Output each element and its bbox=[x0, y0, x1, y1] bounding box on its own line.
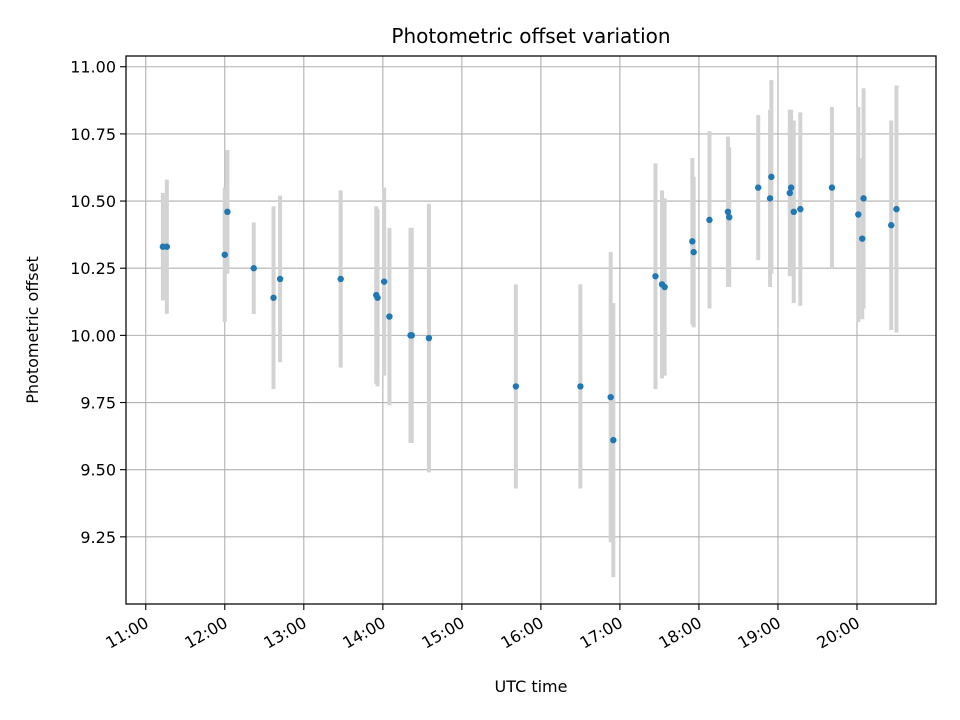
data-point bbox=[790, 208, 797, 216]
data-point bbox=[724, 208, 732, 216]
data-point bbox=[689, 238, 696, 245]
data-point bbox=[276, 275, 284, 283]
data-point bbox=[607, 393, 614, 401]
y-tick-label: 9.25 bbox=[80, 528, 116, 547]
data-point bbox=[163, 243, 171, 250]
data-point bbox=[828, 184, 836, 191]
y-tick-label: 11.00 bbox=[70, 58, 116, 77]
data-point bbox=[787, 184, 795, 191]
data-point bbox=[855, 211, 862, 218]
data-point bbox=[224, 208, 231, 216]
data-point bbox=[786, 189, 794, 197]
x-axis-title: UTC time bbox=[495, 677, 568, 696]
y-tick-label: 9.50 bbox=[80, 461, 116, 480]
data-point bbox=[860, 195, 867, 202]
data-point bbox=[726, 213, 733, 221]
chart-title: Photometric offset variation bbox=[391, 24, 670, 48]
y-tick-label: 10.00 bbox=[70, 326, 116, 345]
data-point bbox=[270, 294, 277, 301]
data-point bbox=[690, 248, 697, 256]
data-point bbox=[425, 334, 433, 342]
data-point bbox=[766, 195, 774, 202]
data-point bbox=[374, 294, 381, 301]
data-point bbox=[888, 222, 895, 229]
data-point bbox=[250, 265, 257, 272]
data-point bbox=[859, 235, 866, 242]
data-point bbox=[337, 275, 344, 283]
data-point bbox=[754, 184, 762, 191]
data-point bbox=[386, 313, 393, 320]
data-point bbox=[380, 278, 388, 285]
y-axis: 9.25 9.50 9.75 10.00 10.25 10.50 10.75 11.00 bbox=[70, 58, 126, 547]
data-point bbox=[408, 332, 416, 339]
grid-lines bbox=[126, 56, 936, 604]
data-point bbox=[768, 173, 775, 181]
y-tick-label: 10.75 bbox=[70, 125, 116, 144]
plot-area-frame bbox=[125, 55, 937, 605]
data-point bbox=[221, 251, 228, 258]
y-tick-label: 10.25 bbox=[70, 259, 116, 278]
data-point bbox=[661, 283, 668, 291]
y-tick-label: 10.50 bbox=[70, 192, 116, 211]
data-point bbox=[512, 383, 520, 390]
data-point bbox=[577, 383, 584, 390]
data-point bbox=[893, 205, 900, 213]
y-axis-title: Photometric offset bbox=[23, 256, 42, 404]
data-point bbox=[610, 436, 617, 444]
y-tick-label: 9.75 bbox=[80, 394, 116, 413]
data-point bbox=[797, 205, 804, 213]
data-point bbox=[706, 216, 713, 224]
data-points bbox=[159, 173, 900, 444]
data-point bbox=[652, 273, 659, 280]
